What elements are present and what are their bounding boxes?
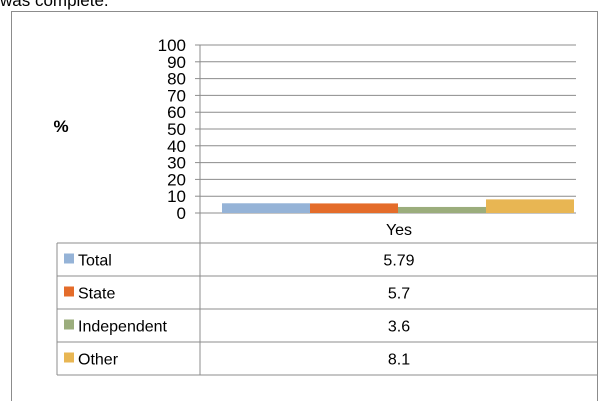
data-table: Yes Total 5.79 State 5.7 Independent 3.6 Other 8… [56,213,598,376]
y-tick-label: 60 [167,103,186,122]
series-name: Independent [78,319,168,336]
bars [222,199,574,213]
legend-key-independent [64,319,74,330]
series-name: State [78,286,115,303]
gridlines [195,44,576,214]
y-tick-label: 80 [167,70,186,89]
y-axis-title: % [53,117,68,136]
category-label: Yes [386,222,412,239]
data-value: 8.1 [388,352,410,369]
legend-key-total [64,253,74,264]
y-tick-label: 50 [167,120,186,139]
y-tick-label: 10 [167,187,186,206]
y-tick-label: 20 [167,170,186,189]
legend-key-state [64,286,74,297]
data-value: 5.7 [388,286,410,303]
series-name: Other [78,352,119,369]
y-tick-label: 30 [167,154,186,173]
caption: was complete. [0,0,109,10]
y-tick-label: 0 [177,204,186,223]
bar-state [310,203,398,213]
y-tick-label: 70 [167,86,186,105]
legend-key-other [64,352,74,363]
y-tick-label: 100 [158,36,186,55]
y-tick-label: 40 [167,137,186,156]
bar-other [486,199,574,213]
bar-total [222,203,310,213]
bar-independent [398,206,486,213]
series-name: Total [78,253,112,270]
data-value: 5.79 [383,253,414,270]
data-value: 3.6 [388,319,410,336]
y-tick-label: 90 [167,53,186,72]
